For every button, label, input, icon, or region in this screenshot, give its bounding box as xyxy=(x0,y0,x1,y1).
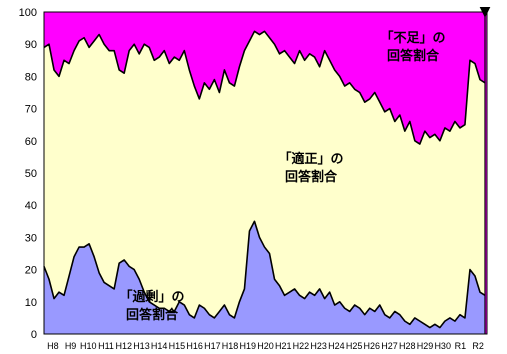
x-tick-label: H16 xyxy=(186,341,203,351)
proper-upper-boundary-line xyxy=(43,30,486,145)
x-tick-label: H28 xyxy=(399,341,416,351)
x-tick-label: H11 xyxy=(98,341,114,351)
y-tick-label: 30 xyxy=(25,232,37,244)
x-tick-label: H17 xyxy=(204,341,221,351)
y-tick-label: 10 xyxy=(25,297,37,309)
x-tick-label: H9 xyxy=(65,341,77,351)
excess-boundary-line xyxy=(43,220,486,329)
label-shortage-text: 「不足」の xyxy=(380,30,445,46)
y-tick-label: 20 xyxy=(25,265,37,277)
x-tick-label: R2 xyxy=(472,341,484,351)
label-excess-text: 回答割合 xyxy=(126,307,179,323)
x-tick-label: H25 xyxy=(346,341,363,351)
x-tick-label: H29 xyxy=(417,341,434,351)
x-tick-label: H27 xyxy=(381,341,398,351)
x-tick-label: H18 xyxy=(222,341,239,351)
x-tick-label: H24 xyxy=(328,341,345,351)
x-tick-label: H15 xyxy=(169,341,186,351)
marker-triangle: ▼ xyxy=(480,4,491,20)
plot-frame xyxy=(43,11,488,335)
x-tick-label: H13 xyxy=(133,341,150,351)
y-tick-label: 50 xyxy=(25,168,37,180)
x-tick-label: H12 xyxy=(115,341,132,351)
y-tick-label: 80 xyxy=(25,71,37,83)
label-proper-text: 回答割合 xyxy=(285,169,338,185)
y-tick-label: 100 xyxy=(19,7,37,19)
x-tick-label: H10 xyxy=(80,341,97,351)
x-tick-label: H21 xyxy=(275,341,292,351)
y-tick-label: 0 xyxy=(31,329,37,341)
x-tick-label: H19 xyxy=(240,341,257,351)
y-tick-label: 90 xyxy=(25,39,37,51)
y-tick-label: 70 xyxy=(25,104,37,116)
plot-area: ▼ xyxy=(43,4,491,335)
x-tick-label: H8 xyxy=(47,341,59,351)
x-tick-label: H26 xyxy=(364,341,381,351)
series-proper-area xyxy=(44,31,485,328)
y-tick-label: 60 xyxy=(25,136,37,148)
x-tick-label: H23 xyxy=(310,341,327,351)
label-proper-text: 「適正」の xyxy=(278,151,343,167)
x-tick-label: H14 xyxy=(151,341,168,351)
label-shortage-text: 回答割合 xyxy=(387,48,440,64)
x-tick-label: R1 xyxy=(455,341,467,351)
y-tick-label: 40 xyxy=(25,200,37,212)
x-tick-label: H30 xyxy=(434,341,451,351)
x-tick-label: H22 xyxy=(293,341,310,351)
label-excess-text: 「過剰」の xyxy=(119,289,184,305)
x-tick-label: H20 xyxy=(257,341,274,351)
